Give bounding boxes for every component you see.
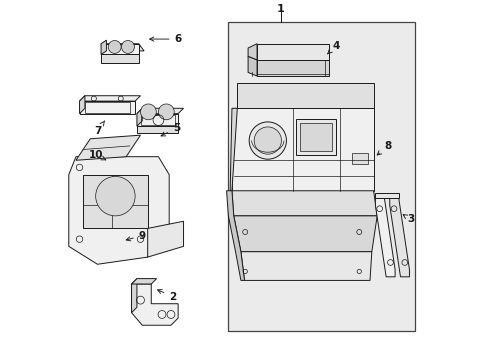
Polygon shape <box>230 108 237 191</box>
Polygon shape <box>76 135 140 160</box>
Text: 3: 3 <box>402 215 413 224</box>
Polygon shape <box>351 153 367 164</box>
Circle shape <box>96 176 135 216</box>
Polygon shape <box>231 191 376 216</box>
Polygon shape <box>300 123 332 151</box>
Polygon shape <box>137 114 178 126</box>
Polygon shape <box>257 60 328 76</box>
Polygon shape <box>83 175 147 228</box>
Text: 2: 2 <box>157 289 176 302</box>
Text: 4: 4 <box>327 41 339 54</box>
Polygon shape <box>101 44 144 51</box>
Polygon shape <box>131 279 137 313</box>
Text: 8: 8 <box>376 141 391 155</box>
Bar <box>228 22 414 330</box>
Circle shape <box>158 104 174 120</box>
Polygon shape <box>226 191 244 280</box>
Polygon shape <box>231 108 373 191</box>
Polygon shape <box>296 119 335 155</box>
Polygon shape <box>137 108 183 114</box>
Polygon shape <box>80 96 85 114</box>
Polygon shape <box>137 108 142 126</box>
Polygon shape <box>101 54 139 63</box>
Polygon shape <box>257 44 328 60</box>
Polygon shape <box>131 284 178 325</box>
Polygon shape <box>80 96 140 101</box>
Polygon shape <box>237 83 373 108</box>
Polygon shape <box>80 101 135 114</box>
Polygon shape <box>375 193 398 198</box>
Polygon shape <box>247 44 257 60</box>
Text: 10: 10 <box>88 150 105 160</box>
Polygon shape <box>101 40 106 54</box>
Polygon shape <box>233 216 376 252</box>
Polygon shape <box>241 252 371 280</box>
Text: 7: 7 <box>94 121 104 136</box>
Polygon shape <box>101 44 139 54</box>
Text: 9: 9 <box>126 231 145 241</box>
Polygon shape <box>375 198 394 277</box>
Polygon shape <box>389 198 408 277</box>
Circle shape <box>140 104 156 120</box>
Circle shape <box>121 41 134 53</box>
Polygon shape <box>137 126 178 134</box>
Circle shape <box>254 127 281 154</box>
Polygon shape <box>147 221 183 257</box>
Circle shape <box>249 122 286 159</box>
Circle shape <box>108 41 121 53</box>
Polygon shape <box>69 157 169 264</box>
Polygon shape <box>247 56 257 76</box>
Polygon shape <box>131 279 156 284</box>
Text: 5: 5 <box>161 123 180 136</box>
Text: 6: 6 <box>149 34 182 44</box>
Text: 1: 1 <box>276 4 284 14</box>
